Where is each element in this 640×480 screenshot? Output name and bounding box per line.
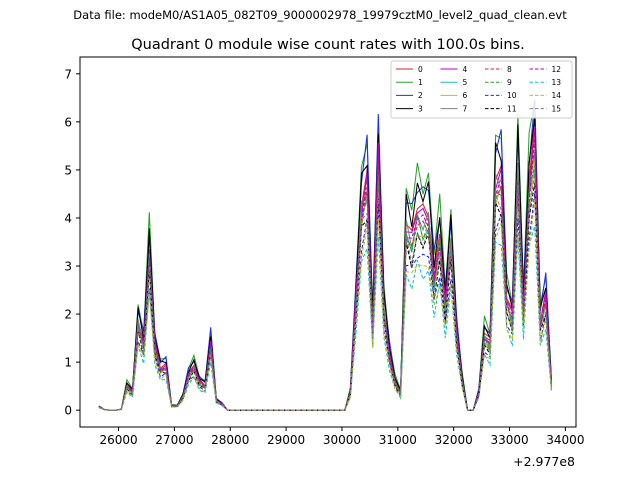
series-layer: [98, 99, 552, 411]
x-tick-label: 33000: [490, 433, 528, 447]
legend-label-7: 7: [463, 104, 468, 113]
x-tick-label: 27000: [155, 433, 193, 447]
legend-label-12: 12: [552, 65, 562, 74]
legend-label-9: 9: [507, 78, 512, 87]
y-tick-label: 7: [64, 67, 72, 81]
legend-label-8: 8: [507, 65, 512, 74]
x-tick-label: 28000: [211, 433, 249, 447]
y-tick-label: 3: [64, 260, 72, 274]
x-tick-label: 30000: [323, 433, 361, 447]
y-tick-label: 0: [64, 404, 72, 418]
legend-label-3: 3: [418, 104, 423, 113]
x-tick-label: 31000: [379, 433, 417, 447]
y-tick-label: 5: [64, 163, 72, 177]
y-tick-label: 6: [64, 115, 72, 129]
legend-label-6: 6: [463, 91, 468, 100]
legend-label-2: 2: [418, 91, 423, 100]
figure-suptitle: Data file: modeM0/AS1A05_082T09_90000029…: [73, 8, 567, 22]
legend-label-11: 11: [507, 104, 517, 113]
y-tick-label: 4: [64, 211, 72, 225]
legend-label-4: 4: [463, 65, 468, 74]
axes-layer: 26000 27000 28000 29000 30000 31000 32000 33000…: [64, 56, 584, 447]
legend-label-14: 14: [552, 91, 562, 100]
legend-label-0: 0: [418, 65, 423, 74]
legend-label-10: 10: [507, 91, 517, 100]
y-tick-label: 2: [64, 308, 72, 322]
y-tick-label: 1: [64, 356, 72, 370]
x-tick-label: 32000: [435, 433, 473, 447]
plot-frame: [79, 56, 577, 428]
x-tick-label: 26000: [99, 433, 137, 447]
legend-label-15: 15: [552, 104, 562, 113]
x-tick-label: 34000: [546, 433, 584, 447]
legend-box: [390, 60, 573, 119]
legend-label-1: 1: [418, 78, 423, 87]
series-line-15: [98, 174, 552, 411]
legend-label-5: 5: [463, 78, 468, 87]
x-offset-label: +2.977e8: [513, 454, 575, 469]
x-tick-label: 29000: [267, 433, 305, 447]
legend-label-13: 13: [552, 78, 562, 87]
chart-title: Quadrant 0 module wise count rates with …: [131, 37, 525, 53]
